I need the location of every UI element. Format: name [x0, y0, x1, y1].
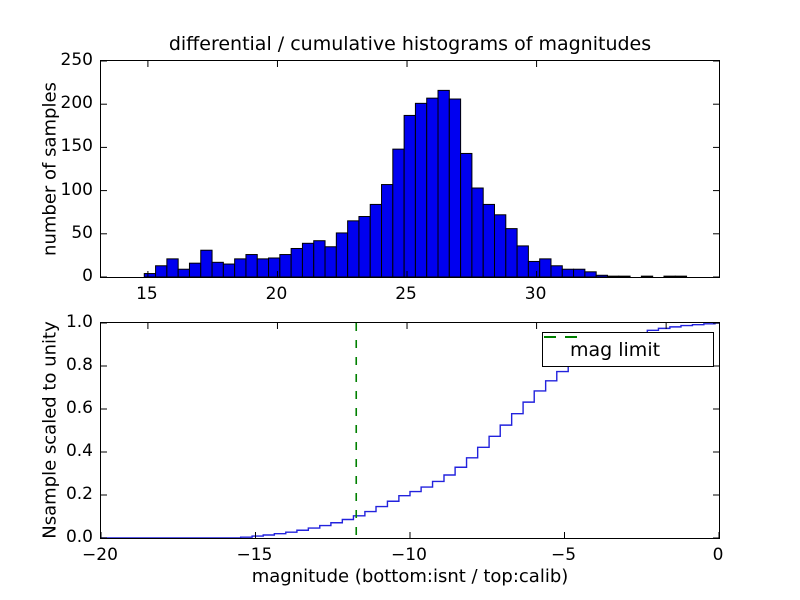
bottom-y-tick-label: 0.0 — [31, 527, 93, 547]
histogram-bar — [427, 98, 438, 277]
top-y-tick-label: 100 — [31, 180, 93, 200]
bottom-x-tick-label: 0 — [690, 545, 746, 565]
bottom-x-tick-label: −5 — [536, 545, 592, 565]
histogram-bar — [528, 261, 539, 277]
histogram-bar — [404, 115, 415, 277]
top-histogram-canvas — [101, 61, 719, 277]
histogram-bar — [189, 263, 200, 277]
x-axis-label: magnitude (bottom:isnt / top:calib) — [100, 566, 720, 587]
bottom-y-tick-label: 0.6 — [31, 398, 93, 418]
histogram-bar — [223, 264, 234, 277]
histogram-bar — [607, 276, 618, 277]
histogram-bar — [449, 99, 460, 277]
histogram-bar — [495, 215, 506, 277]
histogram-bar — [144, 274, 155, 277]
histogram-bar — [359, 217, 370, 277]
top-x-tick-label: 20 — [251, 284, 301, 304]
top-histogram-plot — [100, 60, 720, 278]
histogram-bar — [370, 204, 381, 277]
histogram-bar — [596, 275, 607, 277]
histogram-bar — [302, 243, 313, 277]
histogram-bar — [438, 90, 449, 277]
top-x-tick-label: 25 — [381, 284, 431, 304]
bottom-x-tick-label: −20 — [72, 545, 128, 565]
histogram-bar — [619, 276, 630, 277]
histogram-bar — [562, 269, 573, 277]
top-y-tick-label: 200 — [31, 93, 93, 113]
histogram-bar — [664, 276, 675, 277]
top-y-tick-label: 0 — [31, 266, 93, 286]
histogram-bar — [314, 241, 325, 277]
bottom-y-tick-label: 0.4 — [31, 441, 93, 461]
histogram-bar — [675, 276, 686, 277]
histogram-bar — [540, 259, 551, 277]
histogram-bar — [382, 185, 393, 277]
histogram-bar — [257, 259, 268, 277]
histogram-bar — [235, 259, 246, 277]
histogram-bar — [269, 258, 280, 277]
bottom-y-tick-label: 1.0 — [31, 312, 93, 332]
histogram-bar — [574, 269, 585, 277]
histogram-bar — [461, 153, 472, 277]
chart-title: differential / cumulative histograms of … — [100, 33, 720, 55]
histogram-bar — [212, 262, 223, 277]
bottom-y-tick-label: 0.2 — [31, 484, 93, 504]
bottom-y-axis-label: Nsample scaled to unity — [40, 321, 61, 538]
histogram-bar — [336, 233, 347, 277]
histogram-bar — [280, 255, 291, 277]
bottom-y-tick-label: 0.8 — [31, 355, 93, 375]
legend-label: mag limit — [570, 339, 660, 361]
histogram-bar — [641, 276, 652, 277]
histogram-bar — [393, 149, 404, 277]
histogram-bar — [472, 188, 483, 277]
top-x-tick-label: 15 — [122, 284, 172, 304]
histogram-bar — [178, 269, 189, 277]
histogram-bar — [167, 259, 178, 277]
bottom-cumulative-plot: mag limit — [100, 322, 720, 539]
histogram-bar — [517, 246, 528, 277]
histogram-bar — [551, 266, 562, 277]
histogram-bar — [483, 204, 494, 277]
histogram-bar — [291, 248, 302, 277]
histogram-bar — [156, 266, 167, 277]
top-y-tick-label: 50 — [31, 223, 93, 243]
histogram-bar — [201, 250, 212, 277]
histogram-bar — [585, 272, 596, 277]
histogram-bar — [246, 255, 257, 277]
histogram-bar — [506, 229, 517, 277]
histogram-bar — [348, 221, 359, 277]
bottom-x-tick-label: −10 — [381, 545, 437, 565]
top-y-tick-label: 150 — [31, 136, 93, 156]
mag-limit-line-sample-icon — [543, 333, 587, 341]
histogram-bar — [325, 247, 336, 277]
legend: mag limit — [542, 332, 714, 367]
histogram-bar — [415, 103, 426, 277]
top-x-tick-label: 30 — [511, 284, 561, 304]
figure: differential / cumulative histograms of … — [0, 0, 800, 600]
bottom-x-tick-label: −15 — [227, 545, 283, 565]
top-y-tick-label: 250 — [31, 50, 93, 70]
